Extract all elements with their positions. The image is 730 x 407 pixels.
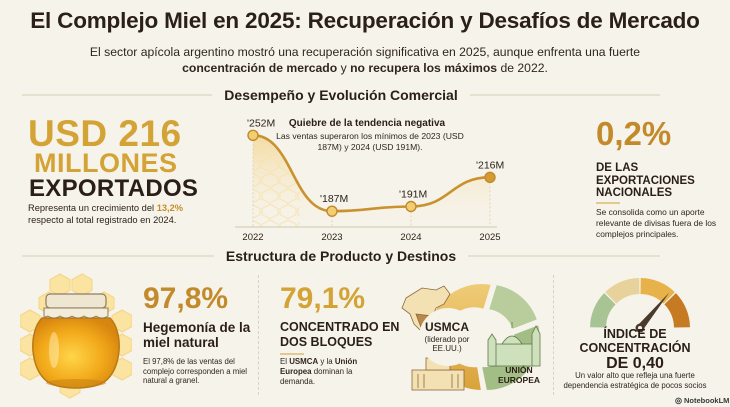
chart-data-label: '191M bbox=[399, 189, 427, 201]
section-title: Desempeño y Evolución Comercial bbox=[224, 87, 458, 103]
chart-data-point bbox=[405, 200, 417, 213]
exports-note: Representa un crecimiento del 13,2% resp… bbox=[28, 203, 188, 226]
concentration-value: 79,1% bbox=[280, 282, 366, 315]
chart-series-line bbox=[252, 134, 491, 213]
chart-data-label: '216M bbox=[476, 159, 504, 171]
brand-name: NotebookLM bbox=[683, 396, 730, 405]
natural-honey-label: Hegemonía de la miel natural bbox=[143, 320, 251, 350]
gauge-needle-pointer bbox=[637, 292, 670, 331]
subtitle-bold-2: no recupera los máximos bbox=[350, 61, 498, 75]
subtitle-text-1: El sector apícola argentino mostró una r… bbox=[89, 45, 641, 59]
european-cathedral-icon bbox=[487, 322, 541, 367]
subtitle-text-2: y bbox=[337, 61, 351, 75]
donut-center-sublabel: (liderado por EE.UU.) bbox=[424, 335, 470, 353]
chart-data-point bbox=[484, 171, 496, 184]
gauge-needle bbox=[635, 292, 670, 332]
note-bold-eu: Unión Europea bbox=[280, 357, 358, 376]
concentration-label: CONCENTRADO EN DOS BLOQUES bbox=[280, 320, 400, 349]
destinations-donut-chart bbox=[401, 282, 542, 393]
subtitle-text-3: de 2022. bbox=[497, 61, 548, 75]
gauge-segment bbox=[605, 278, 640, 304]
chart-title: Quiebre de la tendencia negativa bbox=[288, 118, 446, 129]
gauge-segment bbox=[590, 293, 616, 328]
honey-jar-icon bbox=[20, 273, 132, 399]
chart-data-label: '252M bbox=[247, 117, 275, 129]
exports-label: EXPORTADOS bbox=[29, 175, 199, 202]
chart-data-label: '187M bbox=[320, 193, 348, 205]
chart-data-point bbox=[247, 129, 259, 142]
divider bbox=[553, 275, 554, 395]
divider bbox=[258, 275, 259, 395]
chart-plot-area: '252M 2022 '187M 2023 '191M 2024 '216M 2025 bbox=[242, 117, 504, 243]
index-note: Un valor alto que refleja una fuerte dep… bbox=[563, 371, 707, 390]
chart-x-tick-label: 2025 bbox=[479, 232, 500, 243]
divider bbox=[22, 255, 214, 257]
gauge-arcs bbox=[590, 278, 690, 328]
exports-line-chart: '252M 2022 '187M 2023 '191M 2024 '216M 2025 bbox=[235, 117, 504, 243]
gauge-segment bbox=[664, 293, 690, 328]
subtitle-bold-1: concentración de mercado bbox=[182, 61, 338, 75]
natural-honey-note: El 97,8% de las ventas del complejo corr… bbox=[143, 357, 248, 385]
page-title: El Complejo Miel en 2025: Recuperación y… bbox=[30, 8, 700, 33]
chart-x-tick-label: 2022 bbox=[242, 232, 263, 243]
exports-note-text-2: respecto al total registrado en 2024. bbox=[28, 214, 177, 225]
chart-x-tick-label: 2024 bbox=[400, 232, 421, 243]
exports-value: USD 216 bbox=[28, 113, 182, 154]
donut-segment-eu-top bbox=[486, 282, 540, 332]
note-text: dominan la demanda. bbox=[280, 366, 353, 386]
national-share-value: 0,2% bbox=[596, 115, 672, 152]
section-header-performance: Desempeño y Evolución Comercial bbox=[0, 87, 730, 103]
section-header-structure: Estructura de Producto y Destinos bbox=[0, 248, 730, 264]
section-title: Estructura de Producto y Destinos bbox=[225, 248, 457, 264]
note-bold-usmca: USMCA bbox=[289, 357, 319, 366]
note-text: y la bbox=[318, 357, 335, 366]
exports-unit: MILLONES bbox=[34, 148, 178, 178]
note-text: El bbox=[280, 357, 290, 366]
natural-honey-value: 97,8% bbox=[143, 282, 229, 315]
donut-center-label: USMCA bbox=[425, 320, 469, 334]
divider bbox=[596, 202, 620, 204]
donut-eu-label: UNIÓN EUROPEA bbox=[497, 365, 541, 385]
notebooklm-brand: ◎ NotebookLM bbox=[675, 396, 729, 405]
divider bbox=[22, 94, 213, 96]
notebooklm-logo-icon: ◎ bbox=[675, 396, 682, 405]
index-value: DE 0,40 bbox=[606, 355, 664, 372]
divider bbox=[280, 353, 304, 355]
national-share-label: DE LAS EXPORTACIONES NACIONALES bbox=[596, 162, 695, 199]
exports-note-text: Representa un crecimiento del bbox=[28, 203, 157, 213]
gauge-segment bbox=[640, 278, 675, 304]
page-subtitle: El sector apícola argentino mostró una r… bbox=[60, 44, 670, 76]
chart-data-point bbox=[326, 205, 338, 217]
chart-subtitle: Las ventas superaron los mínimos de 2023… bbox=[276, 131, 464, 152]
national-share-note: Se consolida como un aporte relevante de… bbox=[596, 207, 717, 239]
exports-growth: 13,2% bbox=[156, 203, 184, 213]
chart-x-tick-label: 2023 bbox=[321, 232, 342, 243]
concentration-note: El USMCA y la Unión Europea dominan la d… bbox=[280, 357, 380, 386]
donut-center bbox=[419, 308, 477, 366]
concentration-gauge bbox=[590, 278, 690, 332]
gauge-hub-center bbox=[638, 326, 642, 330]
capitol-building-icon bbox=[411, 338, 465, 391]
divider bbox=[468, 255, 660, 257]
index-label: ÍNDICE DE CONCENTRACIÓN bbox=[579, 327, 691, 355]
divider bbox=[469, 94, 660, 96]
